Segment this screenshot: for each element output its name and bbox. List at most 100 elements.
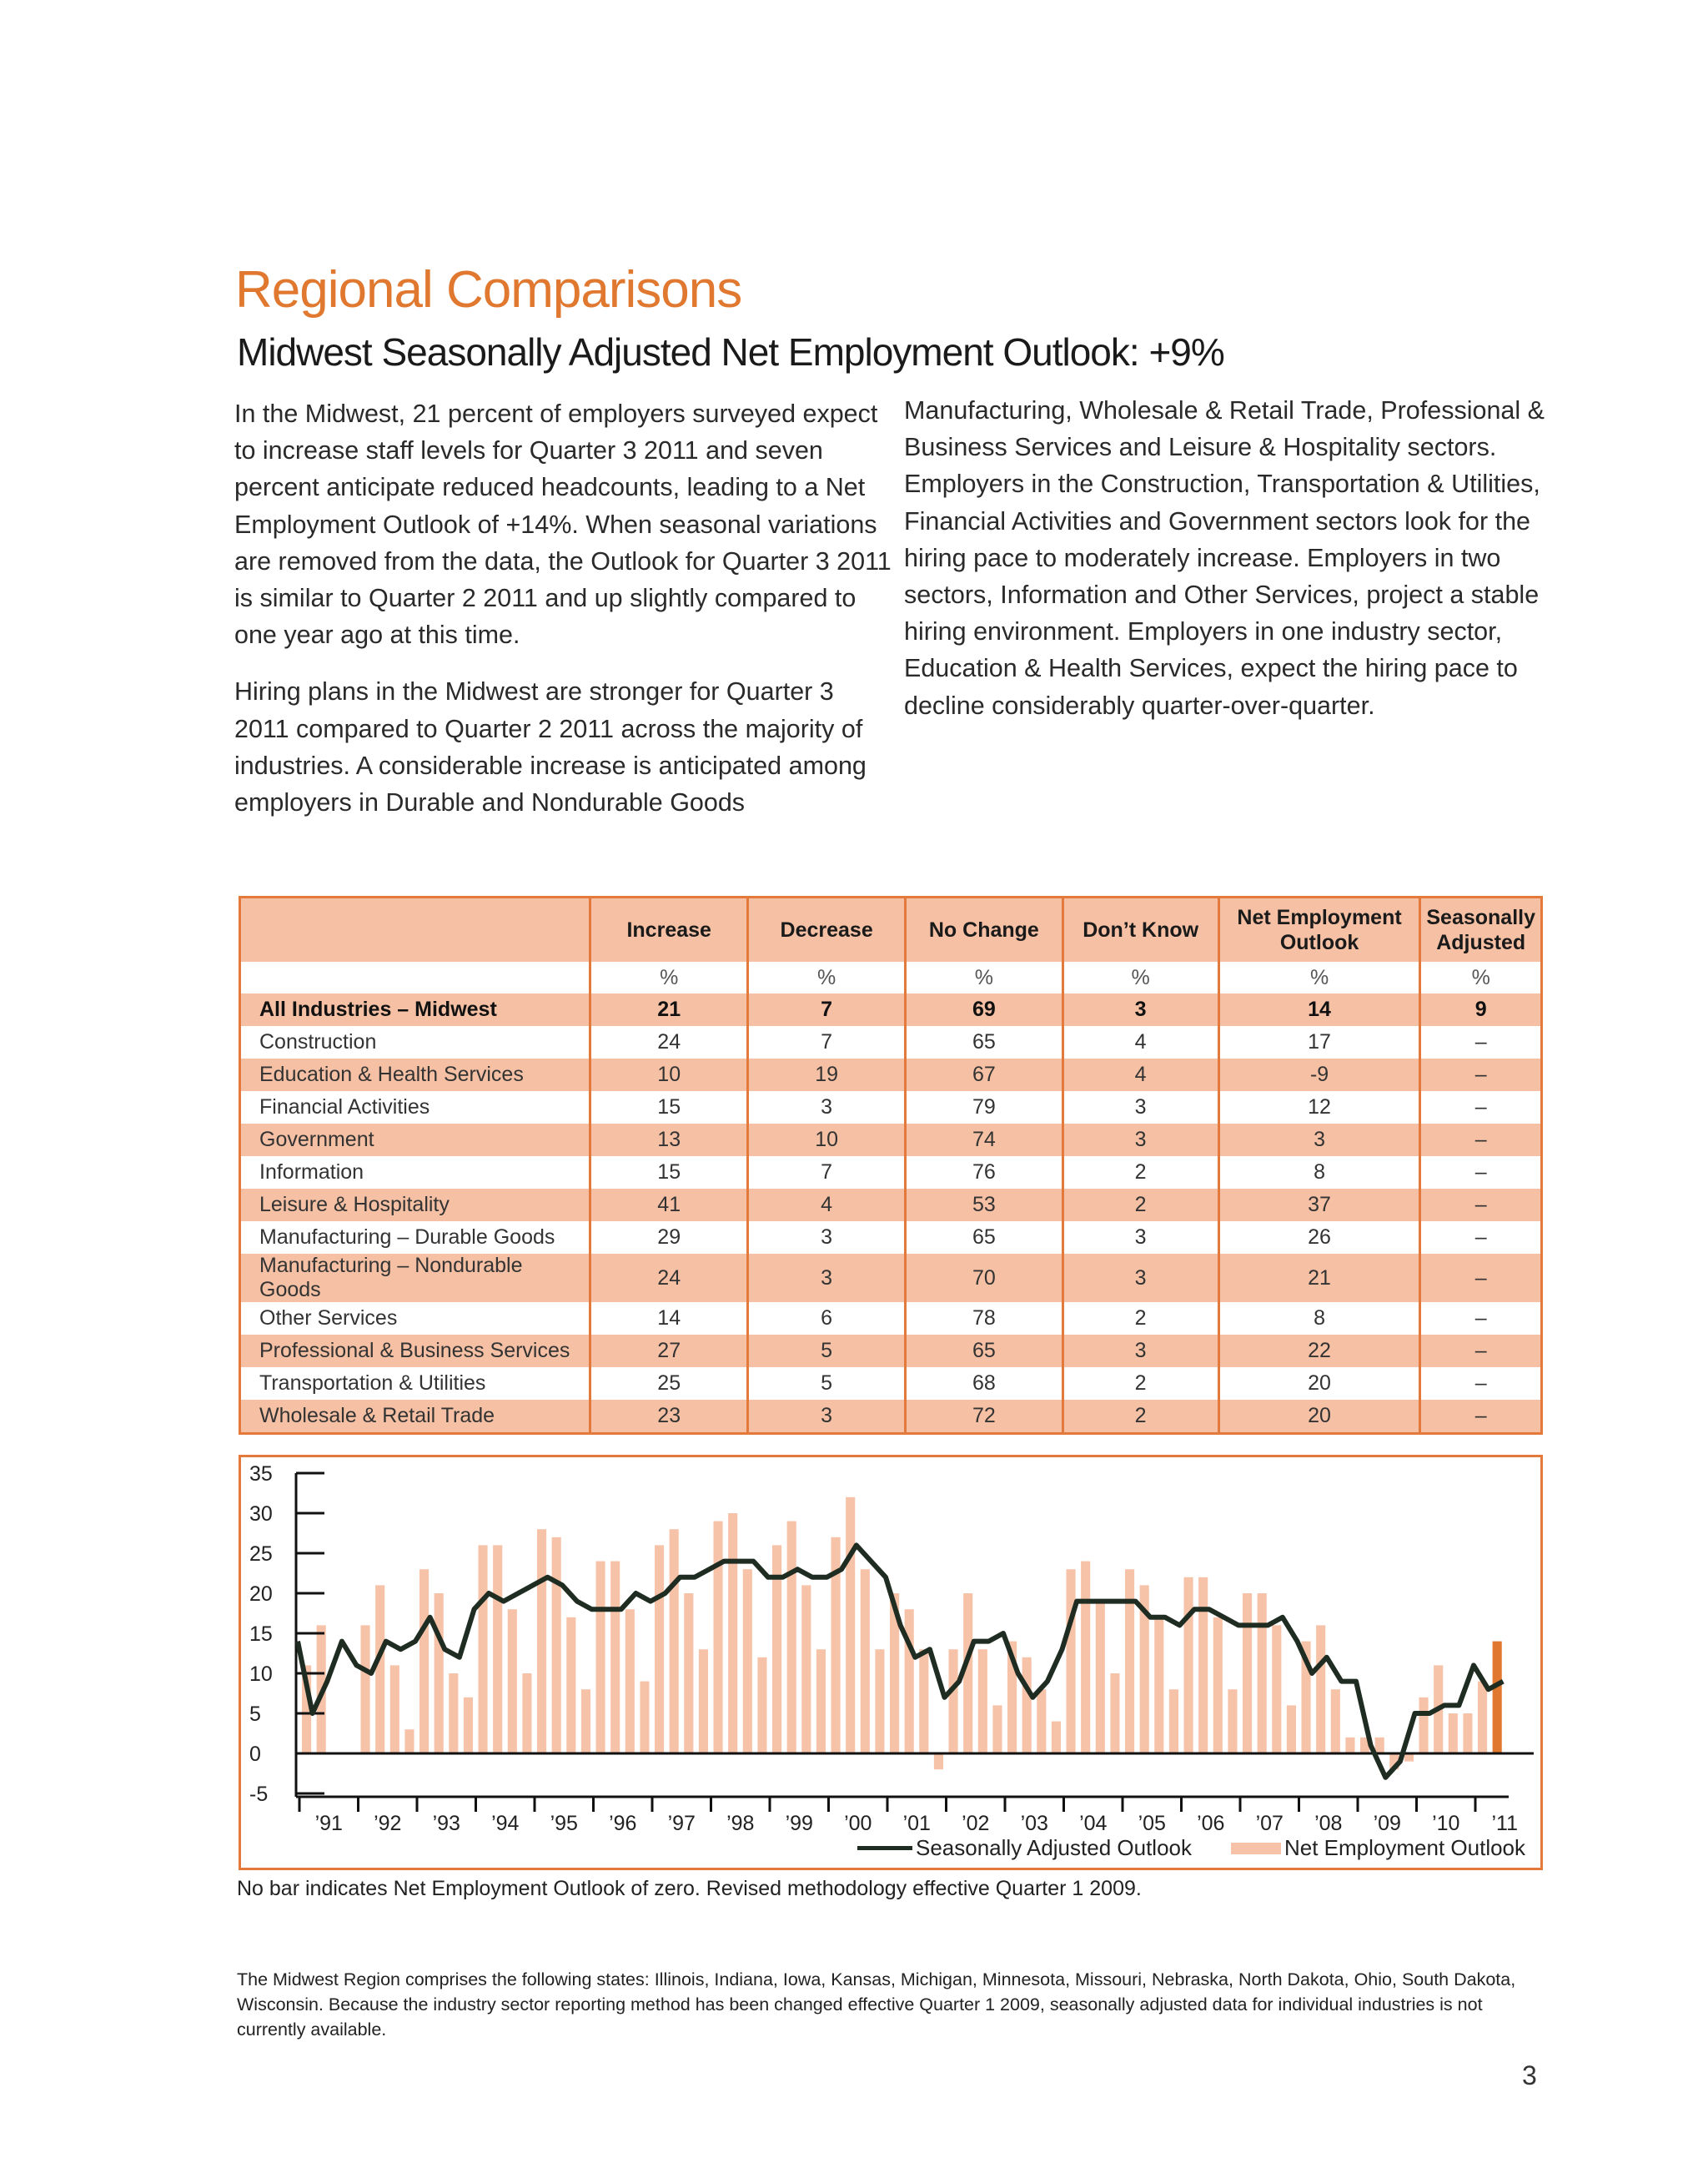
table-cell: 8 xyxy=(1217,1156,1420,1189)
x-tick-label: ’01 xyxy=(903,1812,931,1835)
net-outlook-bar xyxy=(1360,1737,1370,1753)
net-outlook-bar xyxy=(698,1649,708,1753)
y-tick-label: 25 xyxy=(249,1542,273,1566)
net-outlook-bar xyxy=(302,1665,312,1753)
table-cell: 65 xyxy=(904,1335,1062,1367)
industry-name: Education & Health Services xyxy=(239,1059,590,1091)
table-cell: 79 xyxy=(904,1091,1062,1124)
industry-table: Increase Decrease No Change Don’t Know N… xyxy=(239,896,1543,1435)
net-outlook-bar xyxy=(1286,1705,1296,1753)
y-tick-label: 0 xyxy=(249,1743,261,1766)
table-cell: 29 xyxy=(589,1221,748,1254)
industry-name: All Industries – Midwest xyxy=(239,993,590,1026)
net-outlook-bar xyxy=(507,1609,517,1753)
net-outlook-bar xyxy=(948,1649,958,1753)
table-cell: 37 xyxy=(1217,1189,1420,1221)
table-cell: – xyxy=(1419,1367,1542,1400)
net-outlook-bar xyxy=(1330,1689,1340,1753)
net-outlook-bar xyxy=(419,1569,430,1753)
table-cell: % xyxy=(746,962,906,993)
net-outlook-bar xyxy=(625,1609,635,1753)
y-tick-label: 5 xyxy=(249,1703,261,1726)
net-outlook-bar xyxy=(919,1649,929,1753)
table-cell: 72 xyxy=(904,1400,1062,1434)
x-tick-label: ’00 xyxy=(844,1812,872,1835)
table-cell: 2 xyxy=(1061,1367,1219,1400)
net-outlook-bar xyxy=(1022,1657,1032,1753)
table-cell: – xyxy=(1419,1091,1542,1124)
table-cell: -9 xyxy=(1217,1059,1420,1091)
legend-net-employment: Net Employment Outlook xyxy=(1231,1835,1525,1861)
table-cell: 14 xyxy=(1217,993,1420,1026)
table-cell: – xyxy=(1419,1302,1542,1335)
net-outlook-bar xyxy=(1051,1721,1061,1753)
net-outlook-bar xyxy=(1228,1689,1238,1753)
legend-seasonally-adjusted: Seasonally Adjusted Outlook xyxy=(857,1835,1192,1861)
table-header-cell: Net Employment Outlook xyxy=(1217,897,1420,962)
table-cell: 17 xyxy=(1217,1026,1420,1059)
x-tick-label: ’04 xyxy=(1079,1812,1107,1835)
net-outlook-bar xyxy=(992,1705,1002,1753)
x-tick-label: ’11 xyxy=(1491,1812,1518,1835)
table-cell: 26 xyxy=(1217,1221,1420,1254)
industry-name: Wholesale & Retail Trade xyxy=(239,1400,590,1434)
table-cell: 3 xyxy=(1061,1221,1219,1254)
net-outlook-bar xyxy=(816,1649,826,1753)
table-cell: – xyxy=(1419,1059,1542,1091)
net-outlook-bar xyxy=(669,1529,679,1753)
table-header-row: Increase Decrease No Change Don’t Know N… xyxy=(239,897,1542,962)
table-cell: 13 xyxy=(589,1124,748,1156)
table-cell: 65 xyxy=(904,1026,1062,1059)
net-outlook-bar xyxy=(537,1529,547,1753)
net-outlook-bar xyxy=(963,1593,973,1753)
table-cell: – xyxy=(1419,1124,1542,1156)
net-outlook-bar xyxy=(1478,1681,1488,1753)
table-row: Leisure & Hospitality 41 4 53 2 37– xyxy=(239,1189,1542,1221)
net-outlook-bar xyxy=(1374,1737,1384,1753)
industry-name: Transportation & Utilities xyxy=(259,1371,486,1395)
table-cell: 12 xyxy=(1217,1091,1420,1124)
table-cell: 21 xyxy=(1217,1254,1420,1302)
y-tick-label: 20 xyxy=(249,1582,273,1606)
net-outlook-bar xyxy=(1095,1601,1105,1753)
table-cell: 3 xyxy=(1217,1124,1420,1156)
legend-line-swatch xyxy=(857,1846,912,1850)
net-outlook-bar xyxy=(875,1649,885,1753)
table-row: Construction 24 7 65 4 17– xyxy=(240,1026,1542,1059)
net-outlook-bar xyxy=(1345,1737,1355,1753)
table-row: Manufacturing – Durable Goods 29 3 65 3 26– xyxy=(240,1221,1542,1254)
table-row: Financial Activities 15 3 79 3 12– xyxy=(240,1091,1542,1124)
chart-note: No bar indicates Net Employment Outlook … xyxy=(237,1877,1142,1900)
table-cell: – xyxy=(1419,1156,1542,1189)
net-outlook-bar xyxy=(1316,1625,1326,1753)
net-outlook-bar xyxy=(801,1585,811,1753)
net-outlook-bar xyxy=(1154,1617,1164,1753)
table-cell: – xyxy=(1419,1254,1542,1302)
net-outlook-bar xyxy=(1081,1561,1091,1753)
net-outlook-bar xyxy=(1404,1753,1414,1762)
net-outlook-bar xyxy=(786,1521,796,1753)
table-cell: 8 xyxy=(1217,1302,1420,1335)
table-cell: 2 xyxy=(1061,1400,1219,1434)
net-outlook-bar xyxy=(551,1537,561,1753)
industry-name: Professional & Business Services xyxy=(239,1335,590,1367)
table-cell: 78 xyxy=(904,1302,1062,1335)
net-outlook-bar xyxy=(1419,1697,1429,1753)
y-tick-label: -5 xyxy=(249,1783,268,1806)
y-tick-label: 15 xyxy=(249,1622,273,1646)
table-cell: 21 xyxy=(589,993,748,1026)
net-outlook-bar xyxy=(1110,1673,1120,1753)
table-cell: 3 xyxy=(1061,1254,1219,1302)
table-cell: 24 xyxy=(589,1026,748,1059)
table-cell: 22 xyxy=(1217,1335,1420,1367)
table-cell: 2 xyxy=(1061,1302,1219,1335)
table-cell: 27 xyxy=(589,1335,748,1367)
table-cell: 5 xyxy=(746,1335,906,1367)
table-cell: 15 xyxy=(589,1091,748,1124)
table-cell: 20 xyxy=(1217,1400,1420,1434)
text-column-left: In the Midwest, 21 percent of employers … xyxy=(234,395,893,841)
table-cell: 76 xyxy=(904,1156,1062,1189)
legend-label: Seasonally Adjusted Outlook xyxy=(916,1835,1192,1860)
x-tick-label: ’02 xyxy=(962,1812,989,1835)
table-cell: 69 xyxy=(904,993,1062,1026)
